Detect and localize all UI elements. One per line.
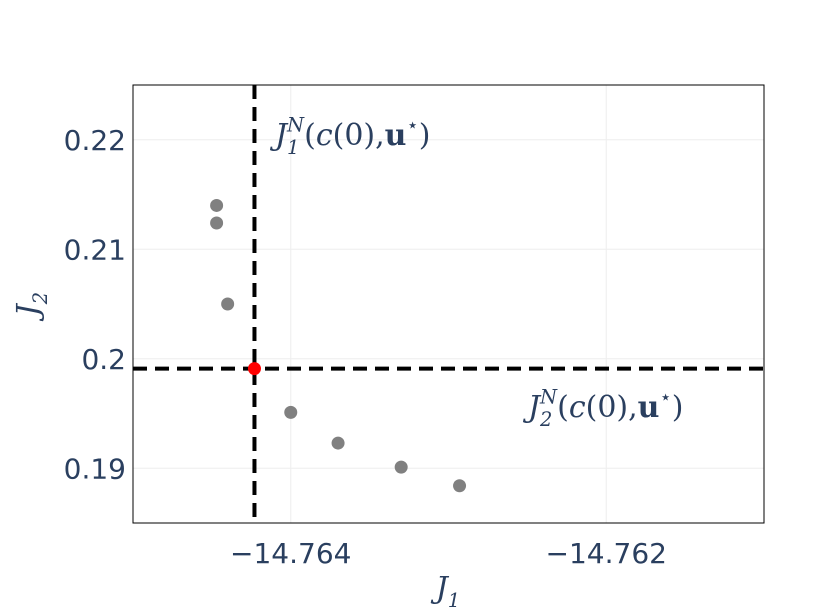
plot-frame: [132, 84, 765, 524]
data-point: [210, 216, 224, 230]
math-segment: (0),: [333, 118, 385, 153]
y-tick-label: 0.19: [64, 452, 126, 485]
data-point: [221, 297, 235, 311]
math-segment: c: [569, 390, 586, 425]
math-segment: 1: [287, 136, 299, 159]
math-segment: u: [385, 118, 407, 153]
annotation: J 2N(c (0), u ⋆): [522, 386, 683, 432]
math-segment: 1: [448, 589, 460, 610]
y-tick-label: 0.22: [64, 124, 126, 157]
math-segment: 2: [29, 292, 52, 305]
data-point: [210, 198, 224, 212]
math-segment: ): [672, 390, 684, 425]
math-segment: N: [286, 114, 305, 137]
data-point: [331, 436, 345, 450]
data-point: [247, 362, 261, 376]
math-segment: (: [557, 390, 569, 425]
data-point: [453, 479, 467, 493]
x-tick-label: −14.762: [546, 537, 667, 570]
math-segment: (0),: [586, 390, 638, 425]
math-segment: N: [539, 386, 558, 409]
data-point: [284, 405, 298, 419]
math-segment: c: [316, 118, 333, 153]
math-segment: u: [638, 390, 660, 425]
math-segment: ⋆: [406, 114, 418, 137]
math-segment: (: [304, 118, 316, 153]
x-tick-label: −14.764: [230, 537, 351, 570]
math-segment: ): [419, 118, 431, 153]
math-segment: 2: [539, 408, 552, 431]
y-tick-label: 0.21: [64, 233, 126, 266]
math-segment: ⋆: [659, 386, 671, 409]
annotation: J 1N(c (0), u ⋆): [269, 114, 430, 160]
data-point: [394, 460, 408, 474]
y-tick-label: 0.2: [81, 343, 126, 376]
